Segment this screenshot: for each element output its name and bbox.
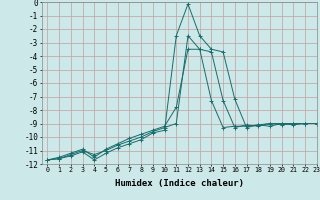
- X-axis label: Humidex (Indice chaleur): Humidex (Indice chaleur): [115, 179, 244, 188]
